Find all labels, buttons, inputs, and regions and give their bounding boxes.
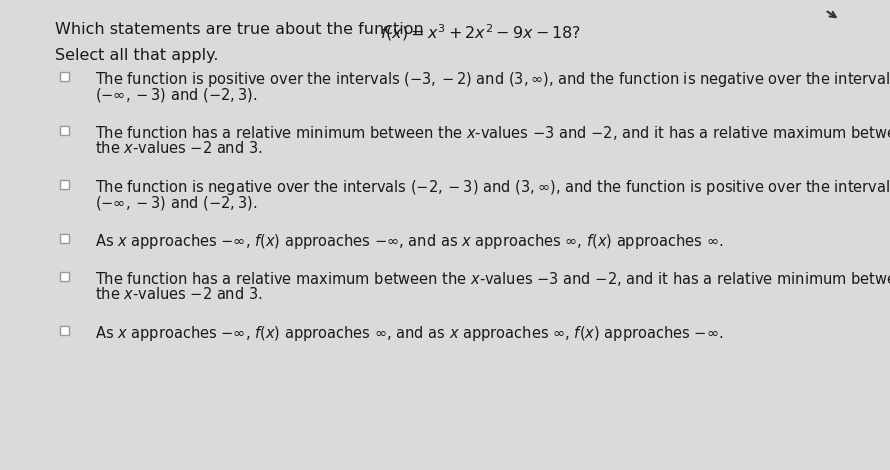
Text: the $x$-values $-2$ and $3$.: the $x$-values $-2$ and $3$. [95,286,263,302]
Text: The function has a relative minimum between the $x$-values $-3$ and $-2$, and it: The function has a relative minimum betw… [95,124,890,142]
Bar [60,234,69,243]
Text: Which statements are true about the function: Which statements are true about the func… [55,22,429,37]
Bar [60,272,69,281]
Text: $(-\infty, -3)$ and $(-2, 3)$.: $(-\infty, -3)$ and $(-2, 3)$. [95,194,257,212]
Text: Select all that apply.: Select all that apply. [55,48,219,63]
Bar [60,180,69,189]
Text: As $x$ approaches $-\infty$, $f(x)$ approaches $\infty$, and as $x$ approaches $: As $x$ approaches $-\infty$, $f(x)$ appr… [95,324,724,343]
Text: The function is positive over the intervals $(-3, -2)$ and $(3, \infty)$, and th: The function is positive over the interv… [95,70,890,89]
Text: The function is negative over the intervals $(-2, -3)$ and $(3, \infty)$, and th: The function is negative over the interv… [95,178,890,197]
Bar [60,72,69,81]
Text: As $x$ approaches $-\infty$, $f(x)$ approaches $-\infty$, and as $x$ approaches : As $x$ approaches $-\infty$, $f(x)$ appr… [95,232,724,251]
Text: The function has a relative maximum between the $x$-values $-3$ and $-2$, and it: The function has a relative maximum betw… [95,270,890,288]
Bar [60,126,69,135]
Text: the $x$-values $-2$ and $3$.: the $x$-values $-2$ and $3$. [95,140,263,156]
Bar [60,326,69,335]
Text: $f(x) = x^3 + 2x^2 - 9x - 18$?: $f(x) = x^3 + 2x^2 - 9x - 18$? [380,22,581,43]
Text: $(-\infty, -3)$ and $(-2, 3)$.: $(-\infty, -3)$ and $(-2, 3)$. [95,86,257,104]
